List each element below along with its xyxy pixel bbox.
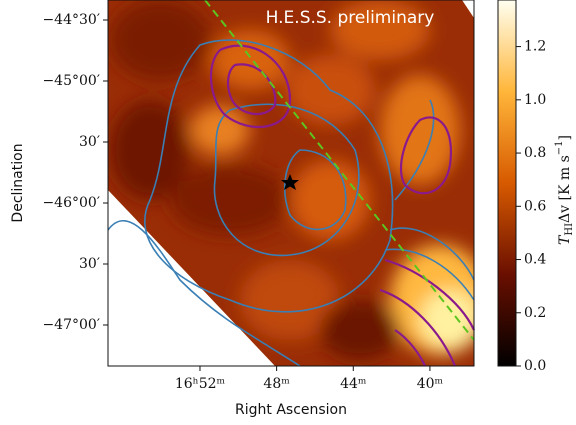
- y-tick-label: −46°00′: [42, 195, 100, 211]
- figure: H.E.S.S. preliminary Right Ascension Dec…: [0, 0, 576, 425]
- y-tick-label: −45°00′: [42, 73, 100, 89]
- colorbar-label: THIΔv [K m s−1]: [554, 135, 575, 245]
- x-tick-label: 40ᵐ: [417, 376, 444, 392]
- colorbar-tick-label: 1.2: [524, 39, 546, 55]
- x-tick-label: 16ʰ52ᵐ: [175, 376, 226, 392]
- colorbar-label-text: Δv [K m s: [557, 155, 573, 223]
- colorbar-tick-label: 0.0: [524, 358, 546, 374]
- y-tick-label: 30′: [79, 256, 100, 272]
- colorbar-tick-label: 0.6: [524, 198, 546, 214]
- colorbar: [498, 0, 516, 366]
- colorbar-tick-label: 1.0: [524, 92, 546, 108]
- x-tick-label: 44ᵐ: [340, 376, 367, 392]
- annotation: H.E.S.S. preliminary: [266, 8, 435, 28]
- y-tick-label: 30′: [79, 134, 100, 150]
- colorbar-label-subscript: HI: [564, 223, 575, 236]
- y-tick-label: −44°30′: [42, 12, 100, 28]
- colorbar-tick-label: 0.2: [524, 305, 546, 321]
- colorbar-tick-label: 0.4: [524, 252, 546, 268]
- x-axis-label: Right Ascension: [235, 402, 347, 418]
- colorbar-tick-label: 0.8: [524, 145, 546, 161]
- x-tick-label: 48ᵐ: [263, 376, 290, 392]
- y-axis-label: Declination: [10, 143, 26, 222]
- colorbar-label-close: ]: [557, 135, 573, 140]
- y-tick-label: −47°00′: [42, 317, 100, 333]
- colorbar-label-superscript: −1: [554, 140, 565, 155]
